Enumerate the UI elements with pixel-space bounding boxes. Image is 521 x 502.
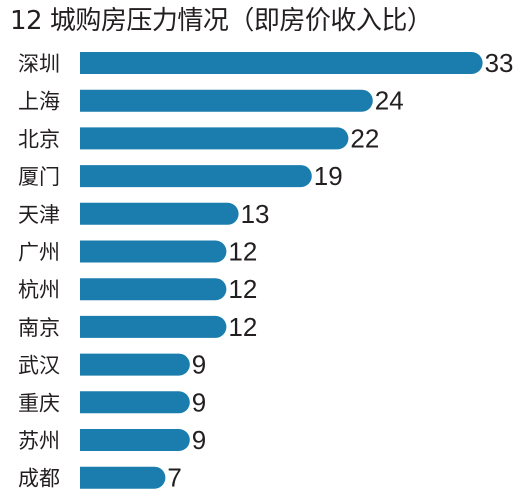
category-label: 深圳 xyxy=(18,52,60,76)
bar xyxy=(80,52,483,74)
category-label: 成都 xyxy=(18,467,60,491)
category-label: 南京 xyxy=(18,316,60,340)
data-label: 12 xyxy=(228,312,257,342)
chart-title: 12 城购房压力情况（即房价收入比） xyxy=(10,6,433,36)
data-label: 22 xyxy=(350,123,379,153)
category-label: 杭州 xyxy=(18,278,60,302)
data-label: 9 xyxy=(192,425,206,455)
bar xyxy=(80,240,227,263)
bar xyxy=(80,165,312,188)
bar xyxy=(80,278,227,301)
data-label: 9 xyxy=(192,387,206,417)
category-label: 上海 xyxy=(18,90,60,114)
bar xyxy=(80,89,373,112)
bar xyxy=(80,466,166,489)
bar xyxy=(80,127,349,150)
data-label: 12 xyxy=(228,274,257,304)
data-label: 19 xyxy=(314,161,343,191)
category-label: 苏州 xyxy=(18,429,60,453)
data-label: 33 xyxy=(485,48,514,78)
data-label: 9 xyxy=(192,350,206,380)
category-label: 重庆 xyxy=(18,391,60,415)
data-label: 13 xyxy=(241,199,270,229)
bar xyxy=(80,391,190,414)
bar xyxy=(80,353,190,376)
bar xyxy=(80,315,227,338)
category-label: 武汉 xyxy=(18,354,60,378)
category-label: 北京 xyxy=(18,127,60,151)
data-label: 7 xyxy=(167,463,181,493)
category-label: 广州 xyxy=(18,241,60,265)
bar xyxy=(80,429,190,451)
data-label: 24 xyxy=(375,86,404,116)
category-label: 天津 xyxy=(18,203,60,227)
bar xyxy=(80,202,239,225)
category-label: 厦门 xyxy=(18,165,60,189)
data-label: 12 xyxy=(228,237,257,267)
